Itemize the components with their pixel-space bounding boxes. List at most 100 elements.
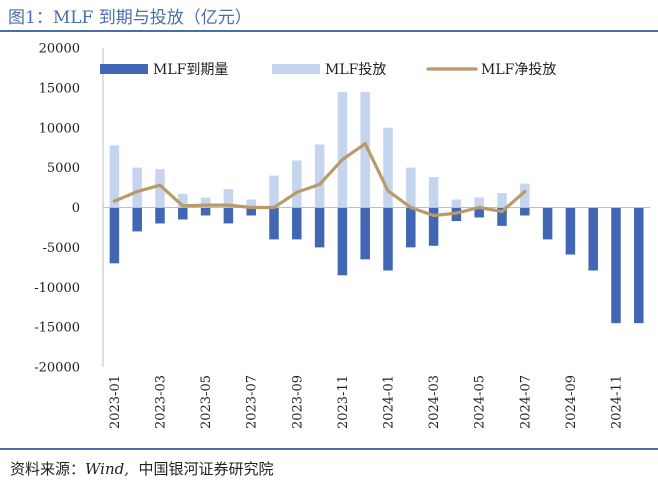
x-tick-label: 2024-03 [427, 375, 442, 429]
legend-label-issuance: MLF投放 [325, 62, 386, 78]
legend-label-maturity: MLF到期量 [153, 62, 228, 78]
net-point [477, 205, 481, 210]
net-point [500, 209, 504, 214]
net-point [295, 190, 299, 194]
maturity-bar [314, 207, 325, 248]
x-axis: 2023-01 2023-03 2023-05 2023-07 2023-09 2023-… [108, 375, 625, 429]
legend-swatch-maturity [100, 64, 148, 74]
issuance-bar [178, 193, 188, 208]
issuance-bar [428, 177, 439, 208]
source-note: 资料来源：Wind, 中国银河证券研究院 [10, 458, 274, 479]
issuance-bar [360, 91, 370, 208]
maturity-bar [246, 207, 256, 216]
net-point [181, 204, 185, 208]
maturity-bar [337, 207, 348, 276]
issuance-bar [520, 183, 530, 208]
net-point [318, 182, 322, 186]
maturity-bar [474, 207, 484, 218]
x-tick-label: 2024-11 [610, 375, 625, 429]
maturity-bar [178, 207, 188, 220]
issuance-bar [155, 169, 165, 208]
maturity-bar [155, 207, 165, 224]
y-axis: 20000 15000 10000 5000 0 -5000 -10000 -15000 -20… [34, 42, 80, 376]
issuance-bar [109, 145, 120, 208]
x-tick-label: 2023-01 [108, 375, 123, 429]
y-tick-label: -20000 [34, 361, 80, 376]
legend-swatch-issuance [272, 64, 320, 74]
maturity-bar [269, 207, 279, 240]
net-point [112, 199, 116, 203]
y-tick-label: 5000 [47, 161, 80, 176]
maturity-bar [520, 207, 530, 216]
issuance-bar [451, 199, 462, 208]
net-point [158, 183, 162, 187]
net-point [135, 189, 139, 194]
y-tick-label: -5000 [43, 241, 80, 256]
maturity-bar [200, 207, 211, 216]
x-tick-label: 2023-07 [245, 375, 260, 429]
issuance-bar [269, 175, 279, 208]
net-point [363, 142, 367, 146]
y-tick-label: 15000 [39, 81, 80, 96]
issuance-bar [246, 199, 256, 208]
net-line [112, 142, 527, 218]
maturity-bar [542, 207, 553, 240]
net-point [249, 205, 253, 210]
maturity-bar [383, 207, 393, 271]
issuance-bar [223, 189, 234, 208]
issuance-bar [406, 167, 416, 208]
legend-label-net: MLF净投放 [481, 62, 556, 78]
net-point [386, 189, 390, 193]
legend: MLF到期量 MLF投放 MLF净投放 [100, 62, 556, 78]
issuance-bar [337, 91, 348, 208]
issuance-bar [292, 160, 302, 208]
issuance-bars [109, 91, 530, 208]
net-point [340, 158, 344, 162]
top-rule [0, 30, 658, 32]
maturity-bar [360, 207, 370, 260]
net-point [409, 205, 413, 210]
net-point [454, 211, 458, 215]
net-point [226, 203, 230, 207]
net-point [432, 213, 436, 218]
maturity-bar [634, 207, 644, 324]
issuance-bar [132, 167, 142, 208]
y-tick-label: 20000 [39, 42, 80, 57]
y-tick-label: 10000 [39, 121, 80, 136]
source-org: 中国银河证券研究院 [138, 460, 274, 478]
x-tick-label: 2024-01 [382, 375, 397, 429]
source-label: 资料来源： [10, 460, 86, 478]
y-tick-label: 0 [72, 201, 80, 216]
figure-title: 图1：MLF 到期与投放（亿元） [8, 8, 252, 28]
maturity-bar [132, 207, 142, 232]
maturity-bar [406, 207, 416, 248]
issuance-bar [314, 144, 325, 208]
source-wind: Wind, [85, 460, 129, 478]
net-point [204, 203, 208, 207]
maturity-bar [109, 207, 120, 264]
maturity-bar [497, 207, 507, 226]
maturity-bar [588, 207, 598, 271]
x-tick-label: 2024-09 [564, 375, 579, 429]
x-tick-label: 2024-05 [473, 375, 488, 429]
issuance-bar [497, 193, 507, 208]
y-tick-label: -15000 [34, 321, 80, 336]
y-tick-label: -10000 [34, 281, 80, 296]
mlf-chart: 20000 15000 10000 5000 0 -5000 -10000 -15000 -20… [34, 42, 651, 429]
maturity-bars [109, 207, 644, 324]
x-tick-label: 2023-11 [336, 375, 351, 429]
issuance-bar [200, 197, 211, 208]
issuance-bar [383, 127, 393, 208]
bottom-rule [0, 448, 658, 450]
x-tick-label: 2023-03 [154, 375, 169, 429]
x-tick-label: 2024-07 [518, 375, 533, 429]
maturity-bar [565, 207, 576, 255]
maturity-bar [292, 207, 302, 240]
axis-lines [102, 48, 651, 367]
x-tick-label: 2023-05 [199, 375, 214, 429]
net-point [272, 205, 276, 210]
maturity-bar [223, 207, 234, 224]
maturity-bar [611, 207, 621, 324]
maturity-bar [428, 207, 439, 246]
x-tick-label: 2023-09 [290, 375, 305, 429]
